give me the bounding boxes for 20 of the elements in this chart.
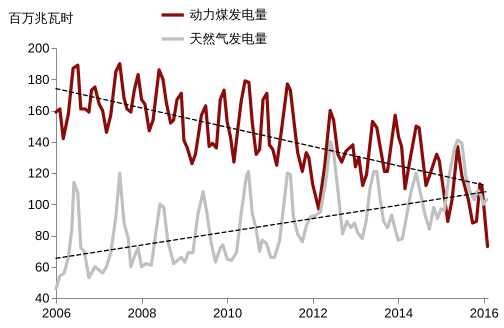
- x-tick-label: 2010: [213, 306, 242, 320]
- y-tick-label: 40: [35, 290, 50, 306]
- x-tick-label: 2008: [128, 306, 157, 320]
- x-tick-label: 2012: [298, 306, 328, 320]
- legend-label: 天然气发电量: [190, 31, 268, 46]
- x-tick-label: 2006: [42, 306, 71, 320]
- y-tick-label: 60: [35, 259, 50, 274]
- line-series: [54, 62, 490, 248]
- y-tick-label: 180: [28, 72, 50, 87]
- x-tick-label: 2016: [470, 306, 499, 320]
- y-tick-label: 160: [28, 103, 50, 118]
- line-series: [54, 138, 488, 290]
- x-tick-label: 2014: [384, 306, 414, 320]
- legend-label: 动力煤发电量: [190, 7, 268, 22]
- y-tick-label: 120: [28, 166, 50, 180]
- y-tick-label: 200: [28, 40, 50, 56]
- y-axis-title: 百万兆瓦时: [8, 10, 74, 26]
- y-tick-label: 80: [35, 228, 50, 243]
- y-tick-label: 140: [28, 134, 50, 150]
- y-tick-label: 100: [28, 196, 50, 212]
